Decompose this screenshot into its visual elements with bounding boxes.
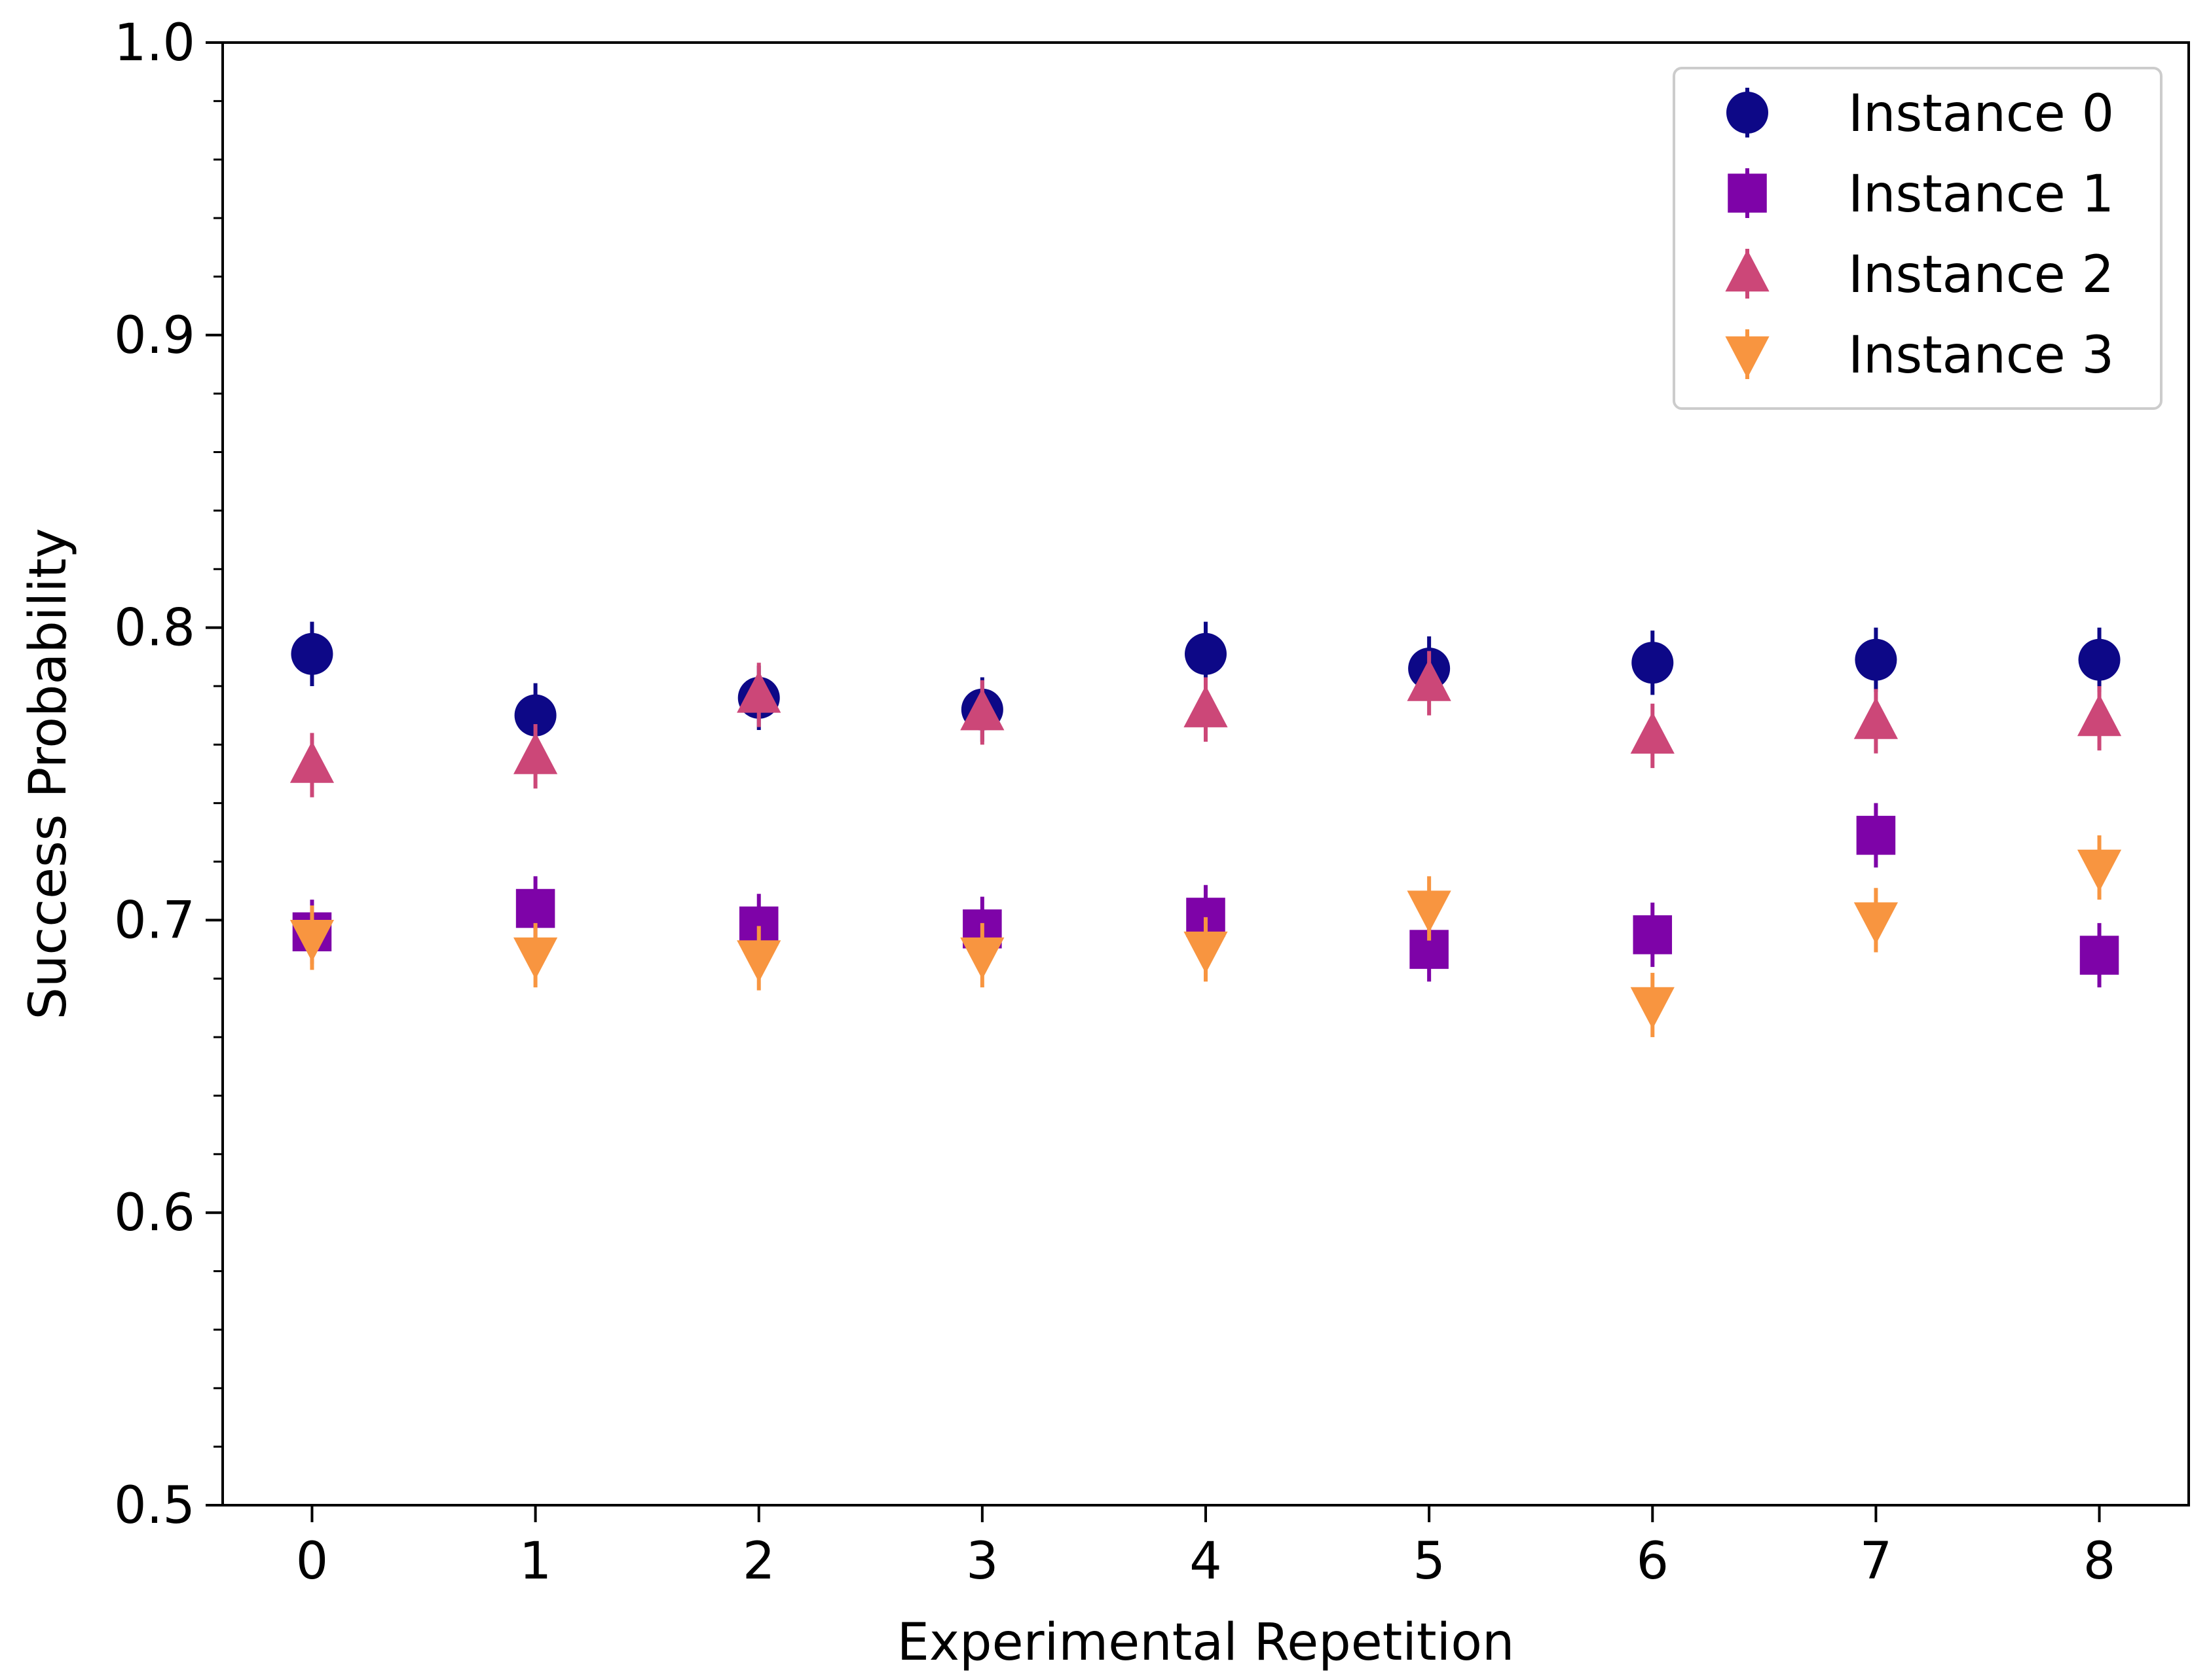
data-point — [960, 688, 1005, 731]
series-3 — [289, 835, 2122, 1038]
x-tick-label: 6 — [1636, 1532, 1669, 1591]
x-tick-label: 1 — [519, 1532, 552, 1591]
data-point — [2078, 638, 2121, 681]
x-tick-label: 4 — [1189, 1532, 1222, 1591]
x-tick-label: 8 — [2083, 1532, 2116, 1591]
data-point — [2077, 694, 2122, 737]
legend-marker — [1728, 173, 1767, 213]
x-tick-label: 7 — [1860, 1532, 1893, 1591]
data-point — [2077, 849, 2122, 892]
legend-marker — [1725, 336, 1770, 378]
data-point — [1407, 659, 1451, 701]
y-tick-label: 1.0 — [114, 14, 195, 73]
y-tick-label: 0.8 — [114, 599, 195, 658]
legend-label: Instance 3 — [1848, 326, 2114, 385]
data-point — [1630, 712, 1675, 754]
data-point — [960, 937, 1005, 979]
data-point — [1853, 697, 1899, 739]
data-point — [1855, 638, 1897, 681]
legend-label: Instance 1 — [1848, 165, 2114, 224]
legend-items: Instance 0 Instance 1 Instance 2 Instance 3 — [1725, 84, 2114, 385]
data-point — [1630, 987, 1675, 1029]
data-point — [514, 694, 557, 737]
x-tick-label: 3 — [966, 1532, 999, 1591]
data-point — [2079, 936, 2119, 975]
series-layer — [289, 621, 2122, 1038]
data-point — [1631, 642, 1674, 684]
legend-marker — [1726, 92, 1768, 134]
data-point — [513, 732, 558, 775]
y-tick-label: 0.9 — [114, 306, 195, 365]
x-axis-label: Experimental Repetition — [897, 1613, 1515, 1672]
data-point — [1853, 902, 1899, 945]
series-2 — [289, 651, 2122, 797]
data-point — [737, 670, 781, 713]
x-axis: 0 1 2 3 4 5 6 7 8 — [296, 1505, 2116, 1591]
data-point — [291, 632, 333, 675]
x-tick-label: 2 — [743, 1532, 775, 1591]
data-point — [1185, 632, 1227, 675]
legend-frame — [1673, 67, 2163, 410]
y-tick-label: 0.7 — [114, 891, 195, 950]
data-point — [515, 888, 555, 928]
data-point — [737, 940, 781, 983]
y-axis: 0.5 0.6 0.7 0.8 0.9 1.0 — [114, 14, 223, 1535]
data-point — [513, 937, 558, 979]
data-point — [1633, 915, 1673, 955]
legend: Instance 0 Instance 1 Instance 2 Instance 3 — [1673, 67, 2163, 410]
data-point — [1183, 685, 1228, 727]
legend-label: Instance 2 — [1848, 246, 2114, 304]
data-point — [1856, 816, 1896, 855]
data-point — [289, 740, 335, 783]
data-point — [1407, 890, 1451, 933]
legend-marker — [1725, 249, 1770, 292]
data-point — [289, 920, 335, 962]
x-tick-label: 0 — [296, 1532, 329, 1591]
data-point — [1183, 931, 1228, 974]
y-axis-label: Success Probability — [19, 528, 78, 1019]
x-tick-label: 5 — [1413, 1532, 1445, 1591]
y-tick-label: 0.6 — [114, 1184, 195, 1243]
legend-label: Instance 0 — [1848, 84, 2114, 143]
y-tick-label: 0.5 — [114, 1476, 195, 1535]
